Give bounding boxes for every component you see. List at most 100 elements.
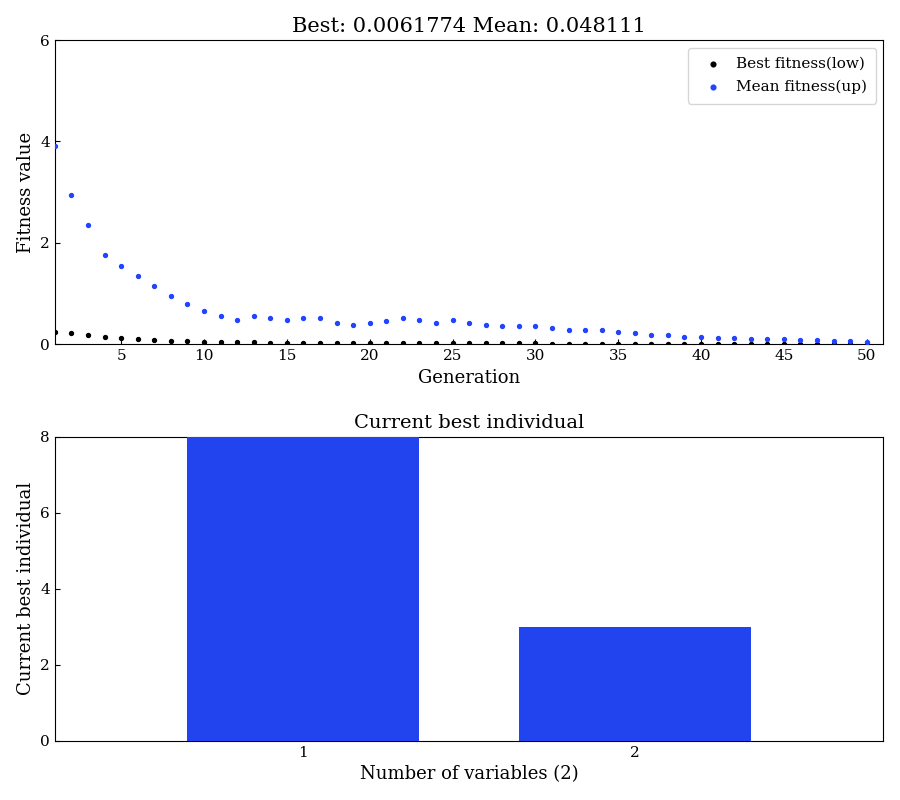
X-axis label: Generation: Generation	[418, 369, 520, 386]
Mean fitness(up)	[462, 317, 476, 330]
Best fitness(low)	[578, 338, 592, 350]
Mean fitness(up)	[528, 320, 543, 333]
Best fitness(low)	[81, 329, 95, 342]
Best fitness(low)	[446, 337, 460, 350]
Mean fitness(up)	[710, 332, 724, 345]
Best fitness(low)	[727, 338, 742, 350]
Mean fitness(up)	[48, 140, 62, 153]
Mean fitness(up)	[296, 311, 310, 324]
Mean fitness(up)	[97, 249, 112, 262]
Mean fitness(up)	[346, 318, 360, 331]
Mean fitness(up)	[446, 314, 460, 326]
Mean fitness(up)	[826, 334, 841, 347]
Mean fitness(up)	[760, 333, 775, 346]
Best fitness(low)	[495, 337, 509, 350]
Best fitness(low)	[97, 330, 112, 343]
Best fitness(low)	[296, 336, 310, 349]
Mean fitness(up)	[495, 320, 509, 333]
Best fitness(low)	[528, 337, 543, 350]
Best fitness(low)	[164, 334, 178, 347]
Best fitness(low)	[363, 336, 377, 349]
Best fitness(low)	[197, 335, 211, 348]
Mean fitness(up)	[594, 323, 608, 336]
Mean fitness(up)	[694, 330, 708, 343]
Best fitness(low)	[627, 338, 642, 350]
Mean fitness(up)	[777, 333, 791, 346]
Mean fitness(up)	[197, 305, 211, 318]
Mean fitness(up)	[793, 334, 807, 346]
Mean fitness(up)	[743, 333, 758, 346]
Best fitness(low)	[710, 338, 724, 350]
Mean fitness(up)	[180, 298, 194, 310]
Best fitness(low)	[843, 338, 858, 350]
Legend: Best fitness(low), Mean fitness(up): Best fitness(low), Mean fitness(up)	[688, 48, 876, 103]
Mean fitness(up)	[428, 317, 443, 330]
Best fitness(low)	[562, 338, 576, 350]
Best fitness(low)	[511, 337, 526, 350]
Bar	[187, 437, 419, 741]
Mean fitness(up)	[843, 334, 858, 347]
Title: Current best individual: Current best individual	[354, 414, 584, 432]
Mean fitness(up)	[661, 329, 675, 342]
Mean fitness(up)	[363, 317, 377, 330]
Mean fitness(up)	[544, 322, 559, 334]
Best fitness(low)	[412, 336, 427, 349]
Best fitness(low)	[544, 338, 559, 350]
Mean fitness(up)	[313, 311, 328, 324]
Title: Best: 0.0061774 Mean: 0.048111: Best: 0.0061774 Mean: 0.048111	[292, 17, 646, 36]
Mean fitness(up)	[114, 259, 129, 272]
Best fitness(low)	[826, 338, 841, 350]
Best fitness(low)	[462, 337, 476, 350]
Mean fitness(up)	[164, 290, 178, 302]
X-axis label: Number of variables (2): Number of variables (2)	[360, 766, 579, 783]
Best fitness(low)	[793, 338, 807, 350]
Best fitness(low)	[594, 338, 608, 350]
Mean fitness(up)	[396, 311, 410, 324]
Best fitness(low)	[247, 336, 261, 349]
Mean fitness(up)	[81, 218, 95, 231]
Best fitness(low)	[130, 333, 145, 346]
Best fitness(low)	[230, 336, 244, 349]
Best fitness(low)	[48, 325, 62, 338]
Mean fitness(up)	[64, 188, 78, 201]
Bar	[518, 627, 751, 741]
Mean fitness(up)	[412, 314, 427, 326]
Best fitness(low)	[860, 338, 874, 350]
Best fitness(low)	[180, 334, 194, 347]
Best fitness(low)	[743, 338, 758, 350]
Best fitness(low)	[810, 338, 824, 350]
Mean fitness(up)	[644, 329, 659, 342]
Best fitness(low)	[64, 326, 78, 339]
Mean fitness(up)	[147, 279, 161, 292]
Best fitness(low)	[694, 338, 708, 350]
Y-axis label: Current best individual: Current best individual	[17, 482, 35, 695]
Mean fitness(up)	[479, 318, 493, 331]
Best fitness(low)	[777, 338, 791, 350]
Best fitness(low)	[760, 338, 775, 350]
Mean fitness(up)	[727, 332, 742, 345]
Mean fitness(up)	[860, 335, 874, 348]
Best fitness(low)	[280, 336, 294, 349]
Best fitness(low)	[644, 338, 659, 350]
Best fitness(low)	[661, 338, 675, 350]
Best fitness(low)	[263, 336, 277, 349]
Mean fitness(up)	[562, 323, 576, 336]
Best fitness(low)	[114, 332, 129, 345]
Mean fitness(up)	[578, 323, 592, 336]
Y-axis label: Fitness value: Fitness value	[17, 131, 35, 253]
Best fitness(low)	[329, 336, 344, 349]
Best fitness(low)	[611, 338, 625, 350]
Best fitness(low)	[428, 337, 443, 350]
Mean fitness(up)	[627, 326, 642, 339]
Mean fitness(up)	[611, 325, 625, 338]
Mean fitness(up)	[213, 310, 228, 322]
Mean fitness(up)	[329, 317, 344, 330]
Best fitness(low)	[213, 336, 228, 349]
Best fitness(low)	[346, 336, 360, 349]
Best fitness(low)	[396, 336, 410, 349]
Best fitness(low)	[147, 334, 161, 346]
Mean fitness(up)	[511, 320, 526, 333]
Mean fitness(up)	[280, 314, 294, 326]
Mean fitness(up)	[678, 330, 692, 343]
Mean fitness(up)	[247, 310, 261, 322]
